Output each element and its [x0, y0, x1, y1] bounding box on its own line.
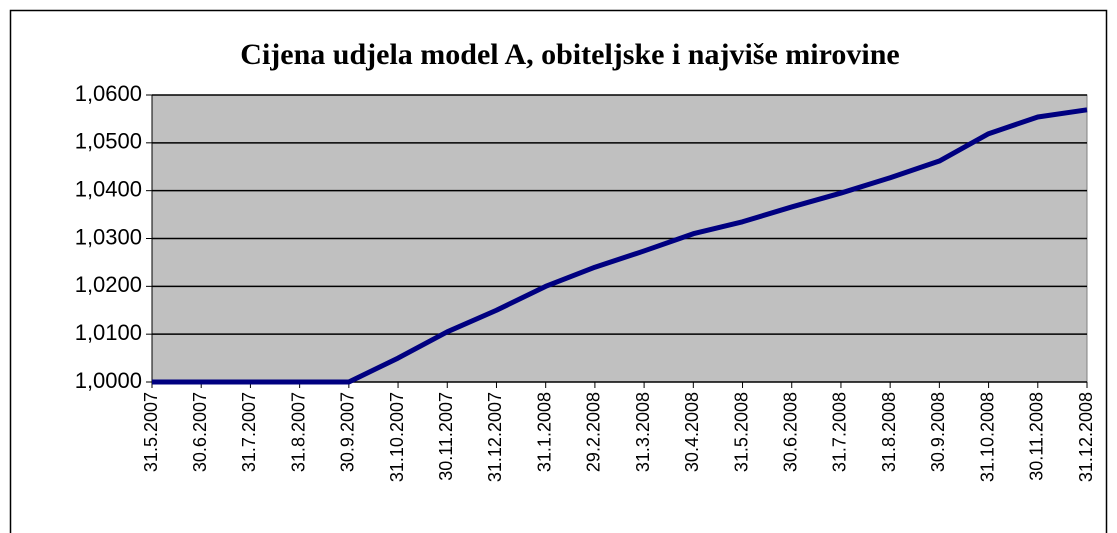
x-tick-label: 29.2.2008	[584, 392, 604, 472]
chart-title: Cijena udjela model A, obiteljske i najv…	[240, 38, 899, 71]
x-tick-label: 30.11.2008	[1027, 392, 1047, 481]
y-tick-label: 1,0300	[75, 224, 142, 249]
y-tick-label: 1,0400	[75, 176, 142, 201]
x-tick-label: 31.5.2007	[141, 392, 161, 472]
y-tick-label: 1,0500	[75, 129, 142, 154]
x-tick-label: 30.11.2007	[436, 392, 456, 481]
x-tick-label: 31.7.2007	[239, 392, 259, 472]
x-tick-label: 31.10.2007	[387, 392, 407, 482]
x-tick-label: 31.12.2007	[485, 392, 505, 482]
y-tick-label: 1,0200	[75, 272, 142, 297]
x-tick-label: 31.8.2007	[288, 392, 308, 472]
y-tick-label: 1,0000	[75, 368, 142, 393]
line-series	[152, 107, 1088, 385]
x-tick-label: 30.6.2008	[780, 392, 800, 472]
x-tick-label: 30.9.2007	[338, 392, 358, 472]
x-tick-label: 31.1.2008	[534, 392, 554, 472]
y-tick-label: 1,0600	[75, 81, 142, 106]
y-tick-label: 1,0100	[75, 320, 142, 345]
x-tick-label: 31.8.2008	[879, 392, 899, 472]
x-tick-label: 30.6.2007	[190, 392, 210, 472]
x-tick-label: 31.10.2008	[977, 392, 997, 482]
x-tick-label: 31.12.2008	[1076, 392, 1096, 482]
x-tick-label: 31.5.2008	[731, 392, 751, 472]
x-tick-label: 31.3.2008	[633, 392, 653, 472]
x-tick-label: 30.9.2008	[928, 392, 948, 472]
x-tick-label: 31.7.2008	[830, 392, 850, 472]
x-tick-label: 30.4.2008	[682, 392, 702, 472]
